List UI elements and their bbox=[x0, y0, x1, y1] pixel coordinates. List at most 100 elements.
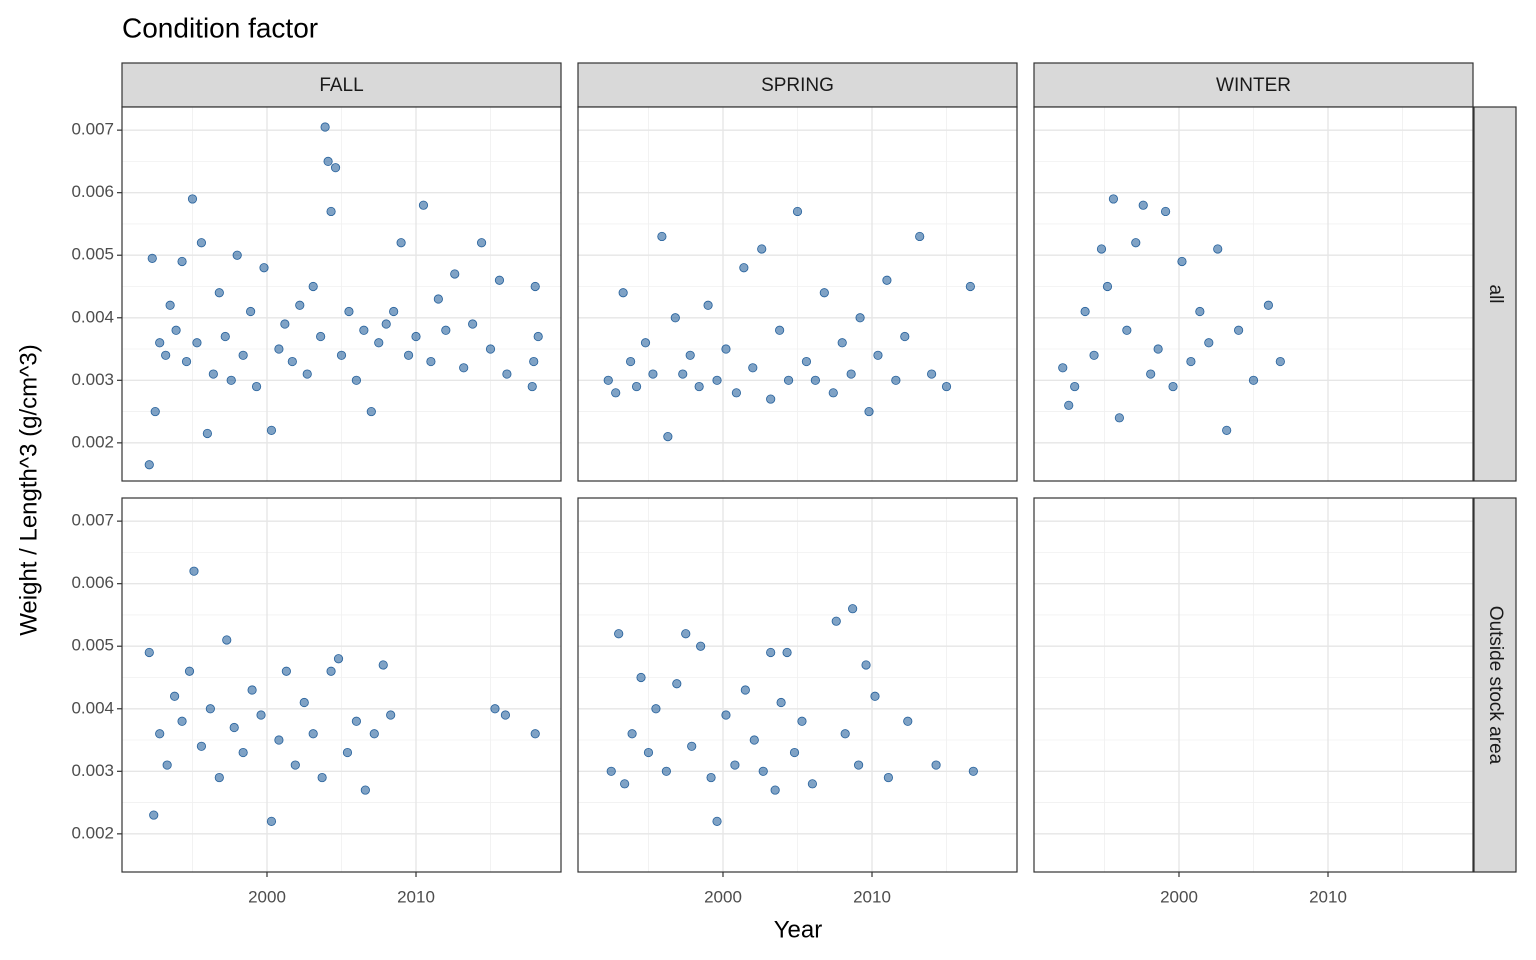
panel-border bbox=[577, 497, 1018, 873]
data-point bbox=[1168, 381, 1178, 392]
column-strip bbox=[121, 62, 562, 108]
data-point bbox=[670, 313, 680, 323]
data-point bbox=[1122, 325, 1132, 335]
data-point bbox=[396, 238, 406, 248]
row-strip bbox=[1473, 106, 1517, 482]
data-point bbox=[1186, 356, 1196, 367]
data-point bbox=[636, 672, 646, 683]
data-point bbox=[740, 685, 750, 695]
data-point bbox=[229, 722, 239, 733]
y-tick-label: 0.007 bbox=[71, 511, 114, 530]
data-point bbox=[672, 679, 682, 689]
data-point bbox=[266, 816, 277, 826]
data-point bbox=[611, 388, 621, 398]
data-point bbox=[678, 369, 688, 379]
data-point bbox=[927, 369, 937, 379]
data-point bbox=[308, 281, 318, 292]
data-point bbox=[170, 691, 180, 701]
data-point bbox=[530, 729, 540, 739]
data-point bbox=[149, 810, 159, 820]
data-point bbox=[196, 238, 207, 248]
data-point bbox=[308, 729, 318, 739]
data-point bbox=[485, 344, 496, 354]
data-point bbox=[766, 394, 776, 404]
data-point bbox=[155, 729, 165, 739]
data-point bbox=[712, 375, 722, 385]
data-point bbox=[359, 325, 369, 335]
data-point bbox=[238, 747, 248, 758]
panel-border bbox=[121, 106, 562, 482]
data-point bbox=[1213, 244, 1223, 254]
data-point bbox=[1146, 369, 1156, 379]
data-point bbox=[1177, 256, 1187, 267]
data-point bbox=[1195, 306, 1205, 317]
data-point bbox=[476, 238, 487, 248]
data-point bbox=[1131, 238, 1141, 248]
data-point bbox=[1108, 194, 1119, 204]
data-point bbox=[220, 331, 230, 342]
data-point bbox=[411, 331, 421, 342]
data-point bbox=[374, 338, 384, 348]
x-tick-label: 2000 bbox=[704, 887, 742, 906]
data-point bbox=[685, 350, 695, 360]
data-point bbox=[342, 747, 353, 758]
data-point bbox=[1263, 300, 1274, 310]
data-point bbox=[450, 269, 460, 279]
x-tick-label: 2000 bbox=[1160, 887, 1198, 906]
data-point bbox=[782, 647, 792, 658]
x-tick-label: 2010 bbox=[853, 887, 891, 906]
data-point bbox=[295, 300, 305, 310]
data-point bbox=[1275, 356, 1285, 367]
data-point bbox=[326, 666, 336, 676]
panel-border bbox=[121, 497, 562, 873]
data-point bbox=[147, 253, 157, 263]
data-point bbox=[351, 716, 362, 726]
chart-title: Condition factor bbox=[122, 12, 318, 43]
data-point bbox=[903, 716, 913, 726]
data-point bbox=[1070, 381, 1080, 392]
data-point bbox=[614, 629, 624, 639]
y-tick-label: 0.003 bbox=[71, 761, 114, 780]
data-point bbox=[208, 369, 218, 379]
data-point bbox=[202, 428, 212, 439]
data-point bbox=[529, 356, 539, 367]
data-point bbox=[618, 288, 628, 298]
data-point bbox=[968, 766, 978, 776]
data-point bbox=[351, 375, 362, 385]
data-point bbox=[703, 300, 713, 310]
data-point bbox=[323, 156, 333, 167]
data-point bbox=[316, 331, 326, 342]
data-point bbox=[783, 375, 794, 385]
data-point bbox=[606, 766, 616, 776]
x-tick-label: 2000 bbox=[248, 887, 286, 906]
data-point bbox=[721, 344, 731, 354]
panel-border bbox=[1033, 106, 1474, 482]
data-point bbox=[144, 460, 154, 470]
data-point bbox=[883, 772, 893, 783]
data-point bbox=[819, 288, 829, 298]
data-point bbox=[290, 760, 300, 770]
data-point bbox=[870, 691, 880, 701]
data-point bbox=[502, 369, 512, 379]
data-point bbox=[418, 200, 429, 210]
data-point bbox=[873, 350, 883, 360]
data-point bbox=[155, 338, 165, 348]
data-point bbox=[274, 735, 284, 745]
data-point bbox=[801, 356, 812, 367]
data-point bbox=[333, 654, 344, 664]
data-point bbox=[627, 729, 637, 739]
data-point bbox=[807, 779, 818, 789]
data-point bbox=[840, 729, 850, 739]
data-point bbox=[330, 163, 341, 173]
data-point bbox=[853, 760, 864, 770]
column-strip-label: FALL bbox=[319, 75, 363, 96]
y-tick-label: 0.007 bbox=[71, 120, 114, 139]
data-point bbox=[1248, 375, 1259, 385]
data-point bbox=[336, 350, 347, 360]
data-point bbox=[274, 344, 284, 354]
data-point bbox=[459, 363, 469, 373]
data-point bbox=[861, 660, 871, 670]
data-point bbox=[721, 710, 731, 720]
data-point bbox=[281, 666, 291, 676]
